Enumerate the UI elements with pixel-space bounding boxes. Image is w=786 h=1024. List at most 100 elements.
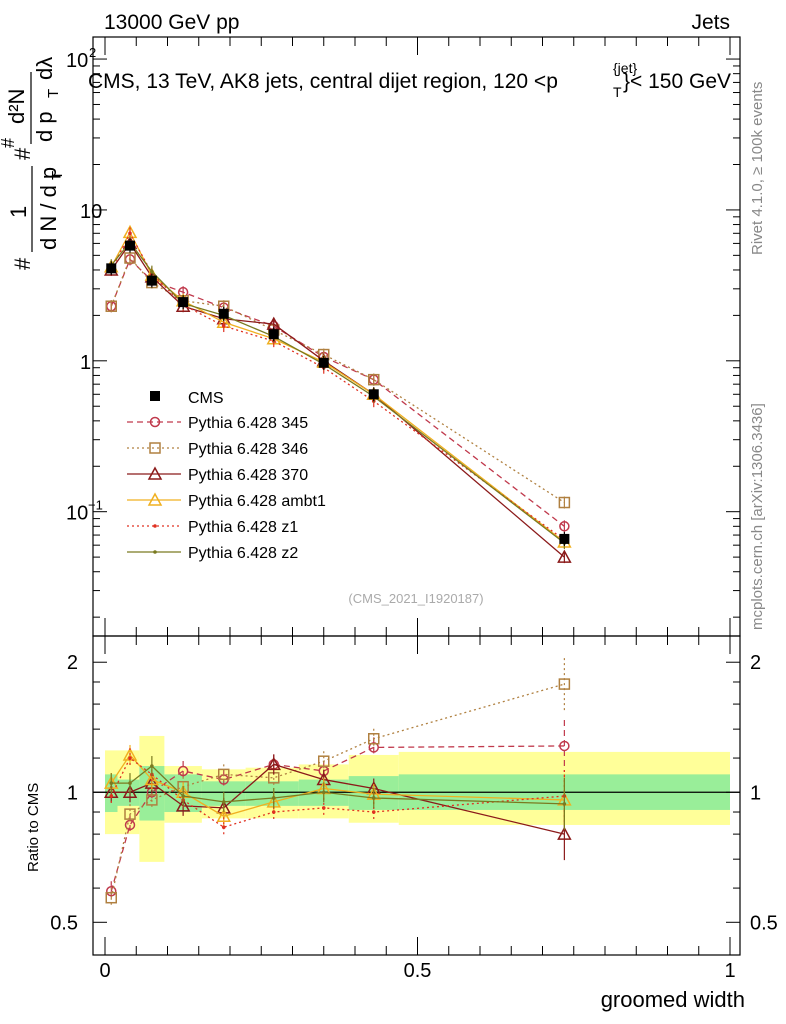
ratio-point <box>271 810 276 814</box>
ratio-point <box>175 798 191 812</box>
reference-point <box>106 263 117 274</box>
ratio-uncertainty-bands <box>93 735 740 862</box>
data-point <box>557 549 572 563</box>
ratio-point <box>216 808 232 822</box>
ratio-line-0 <box>110 745 565 892</box>
title-tail: }< 150 GeV <box>623 70 731 93</box>
ylabel-hash2: # <box>10 147 35 160</box>
ratio-y-tick-label-right: 2 <box>750 652 761 674</box>
ratio-point <box>181 794 185 798</box>
ratio-point <box>144 771 160 786</box>
x-axis-label: groomed width <box>601 987 745 1012</box>
ratio-point <box>318 755 330 767</box>
ratio-point <box>266 756 282 771</box>
main-y-tick-exponent: −1 <box>88 498 103 513</box>
ratio-y-axis-label: Ratio to CMS <box>25 783 42 872</box>
reference-point <box>368 389 379 400</box>
main-y-tick-label: 1 <box>80 352 91 374</box>
main-y-tick-label: 10 <box>80 201 102 223</box>
legend: CMS Pythia 6.428 345 Pythia 6.428 346 Pythi… <box>127 390 326 562</box>
ylabel-hash1: # <box>10 257 35 270</box>
ratio-point <box>124 808 136 820</box>
reference-point <box>268 329 279 340</box>
ratio-y-tick-label: 2 <box>67 652 78 674</box>
ratio-y-tick-label: 1 <box>67 782 78 804</box>
ratio-point <box>368 742 379 753</box>
y-axis-label: # 1 d N / d p T # # d²N d p T dλ <box>0 57 66 270</box>
ratio-point <box>128 756 132 760</box>
ratio-point <box>321 806 326 810</box>
data-point <box>150 269 154 274</box>
title-lead: CMS, 13 TeV, AK8 jets, central dijet reg… <box>88 70 558 93</box>
ratio-y-tick-label-right: 0.5 <box>750 912 778 934</box>
legend-marker <box>149 416 161 428</box>
x-tick-label: 0.5 <box>404 960 432 982</box>
ratio-point <box>271 796 276 800</box>
legend-marker <box>147 466 163 480</box>
ratio-point <box>177 765 189 777</box>
energy-label: 13000 GeV pp <box>104 11 239 34</box>
reference-point <box>178 297 189 308</box>
series-line-5 <box>110 241 565 544</box>
rivet-label: Rivet 4.1.0, ≥ 100k events <box>749 82 766 255</box>
title-superscript: {jet} <box>613 60 637 76</box>
series-line-0 <box>110 258 565 527</box>
ratio-point <box>368 733 380 745</box>
legend-label: Pythia 6.428 370 <box>188 467 308 484</box>
data-point <box>221 324 226 328</box>
analysis-id: (CMS_2021_I1920187) <box>348 591 483 606</box>
data-point <box>124 252 136 264</box>
ratio-point <box>218 768 230 781</box>
ratio-point <box>562 802 567 806</box>
ratio-point <box>321 790 326 795</box>
ratio-point <box>150 764 154 768</box>
main-plot-series <box>103 224 572 564</box>
reference-point <box>125 240 135 251</box>
ylabel-num-denominator-sub: T <box>45 89 62 98</box>
legend-label: Pythia 6.428 z1 <box>188 519 298 536</box>
legend-marker <box>149 442 161 454</box>
ylabel-numerator: d²N <box>4 89 29 124</box>
reference-point <box>146 275 157 286</box>
ratio-point <box>109 794 114 798</box>
ylabel-one: 1 <box>6 206 31 218</box>
legend-marker <box>153 550 157 554</box>
main-y-tick-exponent: 2 <box>89 45 96 60</box>
ratio-y-tick-label: 0.5 <box>50 912 78 934</box>
main-y-tick-label: 10 <box>66 503 88 525</box>
reference-point <box>559 533 570 544</box>
ratio-point <box>122 784 138 799</box>
ratio-plot-series <box>103 658 572 908</box>
ratio-y-tick-label-right: 1 <box>750 782 761 804</box>
main-y-tick-label: 10 <box>66 50 88 72</box>
ratio-point <box>105 891 117 904</box>
data-point <box>368 373 380 386</box>
ratio-point <box>558 678 571 690</box>
legend-marker-reference <box>150 391 160 401</box>
reference-point <box>218 308 229 319</box>
ratio-point <box>221 800 226 804</box>
data-point <box>559 521 570 532</box>
data-point <box>128 231 132 236</box>
ratio-point <box>557 826 572 840</box>
ylabel-hash3: # <box>0 138 18 148</box>
title-subscript: T <box>613 84 622 100</box>
x-tick-label: 0 <box>99 960 110 982</box>
legend-marker <box>147 492 163 506</box>
legend-marker <box>153 524 157 528</box>
reference-point <box>318 357 329 368</box>
legend-label-reference: CMS <box>188 390 224 407</box>
ratio-point <box>371 810 376 814</box>
mcplots-label: mcplots.cern.ch [arXiv:1306.3436] <box>749 403 766 630</box>
legend-label: Pythia 6.428 ambt1 <box>188 493 326 510</box>
process-label: Jets <box>691 11 730 34</box>
data-point <box>105 300 117 312</box>
ratio-line-4 <box>110 757 565 828</box>
ylabel-denominator: d N / d p <box>36 167 61 250</box>
ratio-point <box>128 781 132 785</box>
ratio-point <box>371 796 376 800</box>
ratio-point <box>559 740 570 752</box>
ratio-point <box>146 794 158 806</box>
